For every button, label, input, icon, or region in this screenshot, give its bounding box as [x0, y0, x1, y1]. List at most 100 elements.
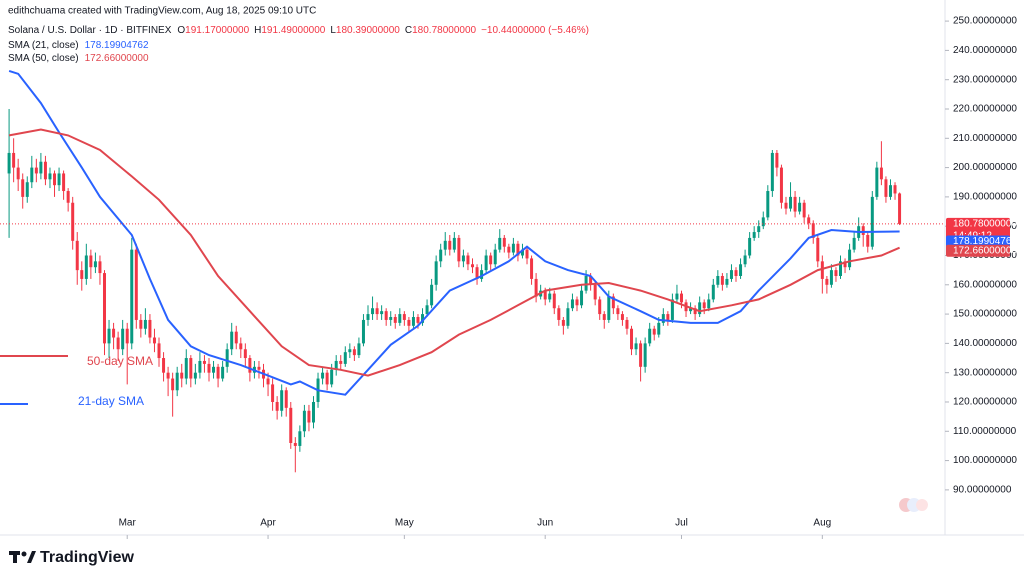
candle-body [62, 173, 66, 192]
candle-body [630, 328, 634, 350]
candle-body [498, 237, 502, 250]
candle-body [575, 299, 579, 306]
candle-body [652, 328, 656, 335]
candle-body [84, 255, 88, 279]
y-tick-label: 230.00000000 [953, 74, 1017, 85]
candle-body [175, 372, 179, 391]
candle-body [475, 267, 479, 279]
candle-body [239, 343, 243, 350]
candle-body [584, 275, 588, 291]
candle-body [407, 319, 411, 326]
candle-body [21, 179, 25, 197]
h-value: 191.49000000 [261, 25, 325, 36]
candle-body [725, 278, 729, 285]
candle-body [93, 261, 97, 268]
candle-body [48, 173, 52, 180]
legend-value: 172.66000000 [85, 53, 149, 64]
candle-body [875, 167, 879, 197]
candle-body [375, 308, 379, 315]
candle-body [707, 299, 711, 309]
candle-body [12, 152, 16, 168]
candle-body [434, 261, 438, 285]
candle-body [580, 290, 584, 306]
candle-body [516, 243, 520, 256]
candle-body [616, 308, 620, 315]
candle-body [98, 261, 102, 274]
candle-body [839, 261, 843, 276]
candle-body [39, 161, 43, 174]
candle-body [248, 358, 252, 373]
candle-body [884, 179, 888, 197]
candle-body [702, 302, 706, 309]
candle-body [134, 249, 138, 320]
sma50-badge: 172.66000000 [953, 245, 1017, 256]
y-tick-label: 160.00000000 [953, 279, 1017, 290]
candle-body [793, 196, 797, 212]
candle-body [679, 293, 683, 303]
candle-body [802, 202, 806, 218]
candle-body [661, 314, 665, 323]
candle-body [670, 299, 674, 320]
candle-body [739, 264, 743, 276]
candle-body [157, 343, 161, 359]
candle-body [30, 167, 34, 183]
candle-body [243, 349, 247, 359]
plot [7, 69, 902, 473]
candle-body [361, 319, 365, 344]
candle-body [870, 196, 874, 247]
candle-body [825, 278, 829, 285]
candle-body [561, 319, 565, 326]
y-tick-label: 190.00000000 [953, 192, 1017, 203]
candle-body [888, 185, 892, 197]
candle-body [112, 328, 116, 338]
candle-body [711, 284, 715, 300]
candle-body [757, 226, 761, 233]
candle-body [893, 185, 897, 194]
candle-body [779, 167, 783, 203]
candle-body [493, 249, 497, 265]
l-label: L [330, 25, 336, 36]
candle-body [307, 410, 311, 423]
candle-body [212, 366, 216, 373]
candle-body [221, 366, 225, 379]
y-tick-label: 90.00000000 [953, 485, 1012, 496]
candle-body [289, 407, 293, 444]
candle-body [293, 443, 297, 446]
candle-body [693, 308, 697, 315]
candle-body [430, 284, 434, 306]
candle-body [80, 270, 84, 279]
candle-body [775, 152, 779, 168]
candle-body [643, 343, 647, 367]
candle-body [411, 317, 415, 326]
candle-body [766, 191, 770, 218]
sma50-badge-bg [946, 244, 1010, 257]
sma-line [8, 128, 900, 377]
candle-body [234, 331, 238, 344]
candle-body [748, 237, 752, 256]
candle-body [302, 410, 306, 432]
candle-body [25, 182, 29, 197]
y-tick-label: 210.00000000 [953, 133, 1017, 144]
candle-body [834, 270, 838, 276]
candle-body [166, 372, 170, 379]
candle-body [570, 299, 574, 309]
sma-line [8, 69, 900, 396]
candle-body [716, 275, 720, 285]
candle-body [548, 293, 552, 300]
candle-body [357, 343, 361, 356]
candle-body [770, 152, 774, 192]
candle-body [130, 249, 134, 344]
candle-body [620, 314, 624, 320]
candle-body [53, 173, 57, 186]
candle-body [507, 246, 511, 253]
y-tick-label: 140.00000000 [953, 338, 1017, 349]
candle-body [125, 328, 129, 344]
legend-symbol: Solana / U.S. Dollar · 1D · BITFINEX O191… [8, 25, 589, 36]
candle-body [266, 378, 270, 385]
candle-body [325, 372, 329, 385]
candle-body [639, 343, 643, 367]
sma21-badge: 178.19904762 [953, 236, 1017, 247]
candle-body [393, 317, 397, 323]
candle-body [275, 401, 279, 411]
